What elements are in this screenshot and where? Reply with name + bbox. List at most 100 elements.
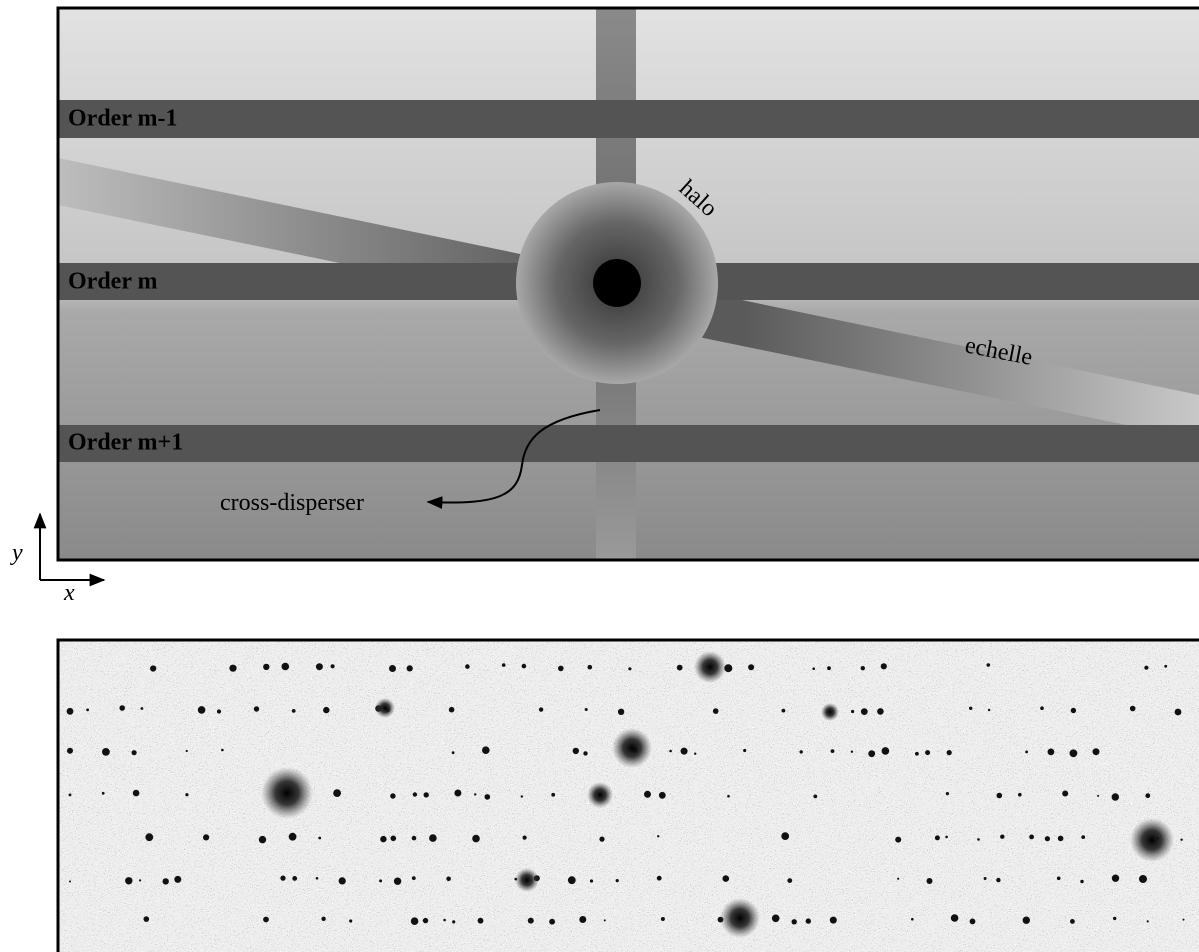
spot (539, 707, 543, 711)
spot (67, 748, 73, 754)
spot (331, 664, 335, 668)
spot (339, 877, 346, 884)
spot (1097, 795, 1099, 797)
spot (316, 877, 319, 880)
spot (868, 750, 875, 757)
spot (549, 919, 555, 925)
spot (787, 878, 792, 883)
spot (125, 877, 132, 884)
spot (1070, 919, 1075, 924)
spot (1139, 875, 1147, 883)
spot (119, 705, 125, 711)
spot (935, 835, 940, 840)
spot (522, 664, 527, 669)
noise-image (58, 640, 1199, 952)
spot (1112, 793, 1119, 800)
spot (1093, 748, 1100, 755)
spot (1029, 835, 1034, 840)
spot (618, 709, 624, 715)
spot (139, 879, 141, 881)
spot (588, 665, 593, 670)
spot (827, 666, 831, 670)
spot (289, 833, 297, 841)
spot (813, 795, 817, 799)
spot (523, 836, 527, 840)
spot (141, 707, 144, 710)
spot (1130, 818, 1174, 862)
spot (1045, 836, 1050, 841)
spot (743, 749, 746, 752)
spot (1175, 709, 1182, 716)
top-panel: Order m-1 Order m Order m+1 halo echelle… (58, 8, 1199, 560)
spot (1144, 666, 1148, 670)
spot (661, 917, 665, 921)
spot (424, 792, 429, 797)
spot (568, 876, 576, 884)
spot (792, 919, 797, 924)
spot (465, 664, 470, 669)
order-label: Order m-1 (68, 106, 178, 132)
spot (472, 835, 480, 843)
spot (677, 665, 683, 671)
spot (452, 920, 455, 923)
spot (585, 708, 588, 711)
spot (1080, 880, 1083, 883)
spot (333, 789, 341, 797)
spot (521, 795, 523, 797)
spot (861, 708, 868, 715)
spot (657, 835, 659, 837)
spot (1062, 791, 1068, 797)
spot (881, 663, 887, 669)
spot (144, 916, 150, 922)
spot (411, 917, 419, 925)
spot (185, 793, 188, 796)
spot (321, 917, 325, 921)
spot (163, 878, 169, 884)
spot (723, 875, 730, 882)
spot (977, 838, 980, 841)
cross-disperser-label: cross-disperser (220, 490, 364, 516)
spot (681, 748, 688, 755)
spot (1025, 751, 1028, 754)
spot (375, 698, 395, 718)
spot (1145, 793, 1150, 798)
spot (669, 750, 672, 753)
spot (413, 792, 417, 796)
spot (947, 750, 952, 755)
spot (229, 665, 236, 672)
spot (1183, 919, 1185, 921)
spot (261, 767, 313, 819)
spot (644, 791, 651, 798)
spot (282, 663, 290, 671)
spot (318, 837, 321, 840)
spot (1071, 708, 1076, 713)
spot (1070, 749, 1078, 757)
spot (528, 918, 534, 924)
order-label: Order m+1 (68, 430, 183, 456)
spot (951, 914, 959, 922)
spot (748, 664, 754, 670)
bottom-panel (58, 640, 1199, 952)
spot (102, 792, 105, 795)
spot (604, 919, 606, 921)
spot (946, 792, 949, 795)
spot (198, 706, 206, 714)
spot (851, 751, 853, 753)
spot (927, 878, 933, 884)
spot (997, 793, 1003, 799)
spot (263, 917, 269, 923)
spot (515, 868, 539, 892)
order-band (58, 100, 1199, 138)
spot (713, 708, 719, 714)
spot (412, 836, 417, 841)
spot (1040, 706, 1044, 710)
spot (628, 667, 631, 670)
spot (800, 750, 803, 753)
spot (132, 750, 137, 755)
spot (821, 703, 839, 721)
spot (1112, 875, 1119, 882)
spot (379, 879, 382, 882)
spot (323, 707, 329, 713)
spot (478, 918, 484, 924)
spot (945, 836, 948, 839)
